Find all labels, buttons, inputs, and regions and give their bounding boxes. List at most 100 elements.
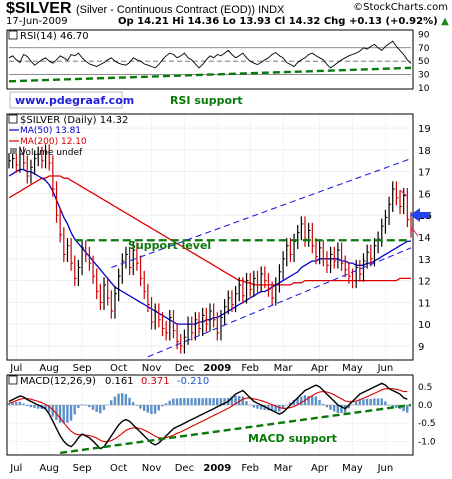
macd-hist-bar (241, 396, 244, 406)
rsi-line (8, 40, 412, 69)
macd-hist-bar (263, 405, 266, 411)
copyright-icon: © (353, 2, 364, 13)
macd-hist-bar (406, 405, 409, 413)
macd-hist-bar (380, 398, 383, 406)
price-tick-label: 11 (418, 298, 431, 309)
macd-hist-bar (33, 405, 36, 408)
price-x-label: Jul (9, 363, 22, 374)
price-x-label: Mar (274, 363, 294, 374)
macd-hist-bar (18, 401, 22, 406)
watermark-box (9, 91, 123, 109)
macd-hist-bar (190, 398, 193, 406)
macd-support-label: MACD support (248, 432, 337, 445)
macd-hist-bar (150, 405, 153, 415)
macd-hist-bar (194, 398, 197, 406)
price-x-label: 2009 (203, 363, 231, 374)
macd-hist-value: -0.210 (177, 376, 209, 387)
macd-hist-bar (62, 405, 65, 424)
macd-hist-bar (307, 395, 310, 406)
macd-hist-bar (274, 405, 277, 412)
macd-hist-bar (168, 400, 171, 406)
macd-hist-bar (376, 398, 380, 406)
brand: ©StockCharts.com (353, 2, 448, 13)
macd-hist-bar (7, 403, 11, 406)
macd-signal-line (8, 388, 408, 443)
macd-x-label: Jun (377, 463, 394, 474)
macd-hist-bar (51, 405, 54, 417)
pink-arrow-icon (399, 189, 409, 198)
macd-hist-bar (325, 405, 329, 408)
macd-hist-bar (36, 405, 40, 409)
macd-hist-bar (201, 398, 204, 406)
macd-x-label: Jul (9, 463, 22, 474)
volume-legend: Volume undef (20, 148, 83, 158)
macd-x-label: May (342, 463, 363, 474)
rsi-tick-label: 50 (418, 57, 430, 67)
price-tick-label: 12 (418, 277, 431, 288)
macd-hist-bar (332, 405, 336, 412)
macd-hist-bar (44, 405, 47, 410)
macd-hist-bar (212, 398, 215, 406)
macd-x-label: 2009 (203, 463, 231, 474)
macd-tick-label: -0.5 (418, 419, 436, 429)
macd-hist-bar (281, 405, 285, 410)
price-x-label: Apr (311, 363, 329, 374)
macd-hist-bar (347, 405, 350, 409)
macd-hist-bar (318, 399, 321, 406)
quote-values: Op 14.21 Hi 14.36 Lo 13.93 Cl 14.32 Chg … (118, 16, 438, 27)
price-tick-label: 16 (418, 189, 431, 200)
macd-hist-bar (387, 405, 391, 406)
channel-lower-line (147, 247, 412, 358)
price-tick-label: 19 (418, 124, 431, 135)
macd-x-label: Nov (142, 463, 162, 474)
macd-hist-bar (384, 401, 387, 406)
rsi-label-text: RSI(14) 46.70 (20, 31, 89, 42)
macd-hist-bar (175, 398, 179, 406)
macd-hist-bar (58, 405, 62, 423)
price-tick-label: 9 (418, 342, 424, 353)
macd-x-label: Aug (39, 463, 59, 474)
macd-hist-bar (311, 396, 314, 406)
macd-series (7, 382, 409, 450)
macd-hist-bar (300, 396, 303, 406)
macd-label-text: MACD(12,26,9) (20, 376, 96, 387)
price-x-label: Feb (241, 363, 259, 374)
macd-hist-bar (153, 405, 157, 414)
macd-hist-bar (395, 405, 398, 408)
annotations (8, 66, 412, 455)
macd-hist-bar (296, 398, 299, 406)
macd-hist-bar (285, 405, 288, 406)
quote-line: Op 14.21 Hi 14.36 Lo 13.93 Cl 14.32 Chg … (118, 16, 449, 27)
macd-x-label: Feb (241, 463, 259, 474)
symbol-description: (Silver - Continuous Contract (EOD)) IND… (75, 4, 285, 16)
macd-hist-bar (29, 405, 33, 408)
price-x-label: Dec (175, 363, 194, 374)
up-triangle-icon: ▲ (441, 16, 449, 27)
macd-hist-bar (205, 398, 208, 406)
macd-hist-bar (219, 398, 223, 406)
macd-hist-bar (131, 402, 135, 406)
macd-hist-bar (91, 405, 95, 410)
macd-hist-bar (179, 398, 182, 406)
macd-hist-bar (183, 398, 186, 406)
macd-hist-bar (55, 405, 58, 420)
price-x-label: Sep (73, 363, 92, 374)
price-series (8, 144, 413, 354)
rsi-support-label: RSI support (170, 94, 243, 107)
macd-hist-bar (369, 398, 372, 406)
chart-title: $SILVER (Silver - Continuous Contract (E… (6, 0, 284, 18)
macd-hist-bar (172, 398, 175, 406)
macd-hist-bar (73, 405, 76, 415)
macd-hist-bar (124, 394, 128, 406)
macd-hist-bar (354, 401, 358, 406)
macd-hist-bar (142, 405, 146, 411)
macd-hist-bar (25, 405, 29, 407)
macd-hist-bar (391, 405, 394, 407)
macd-hist-bar (336, 405, 340, 414)
ma200-line (8, 175, 411, 286)
macd-x-label: Mar (274, 463, 294, 474)
price-tick-label: 14 (418, 233, 431, 244)
chart-date: 17-Jun-2009 (6, 16, 68, 27)
macd-hist-bar (66, 405, 69, 423)
macd-hist-bar (22, 403, 25, 406)
